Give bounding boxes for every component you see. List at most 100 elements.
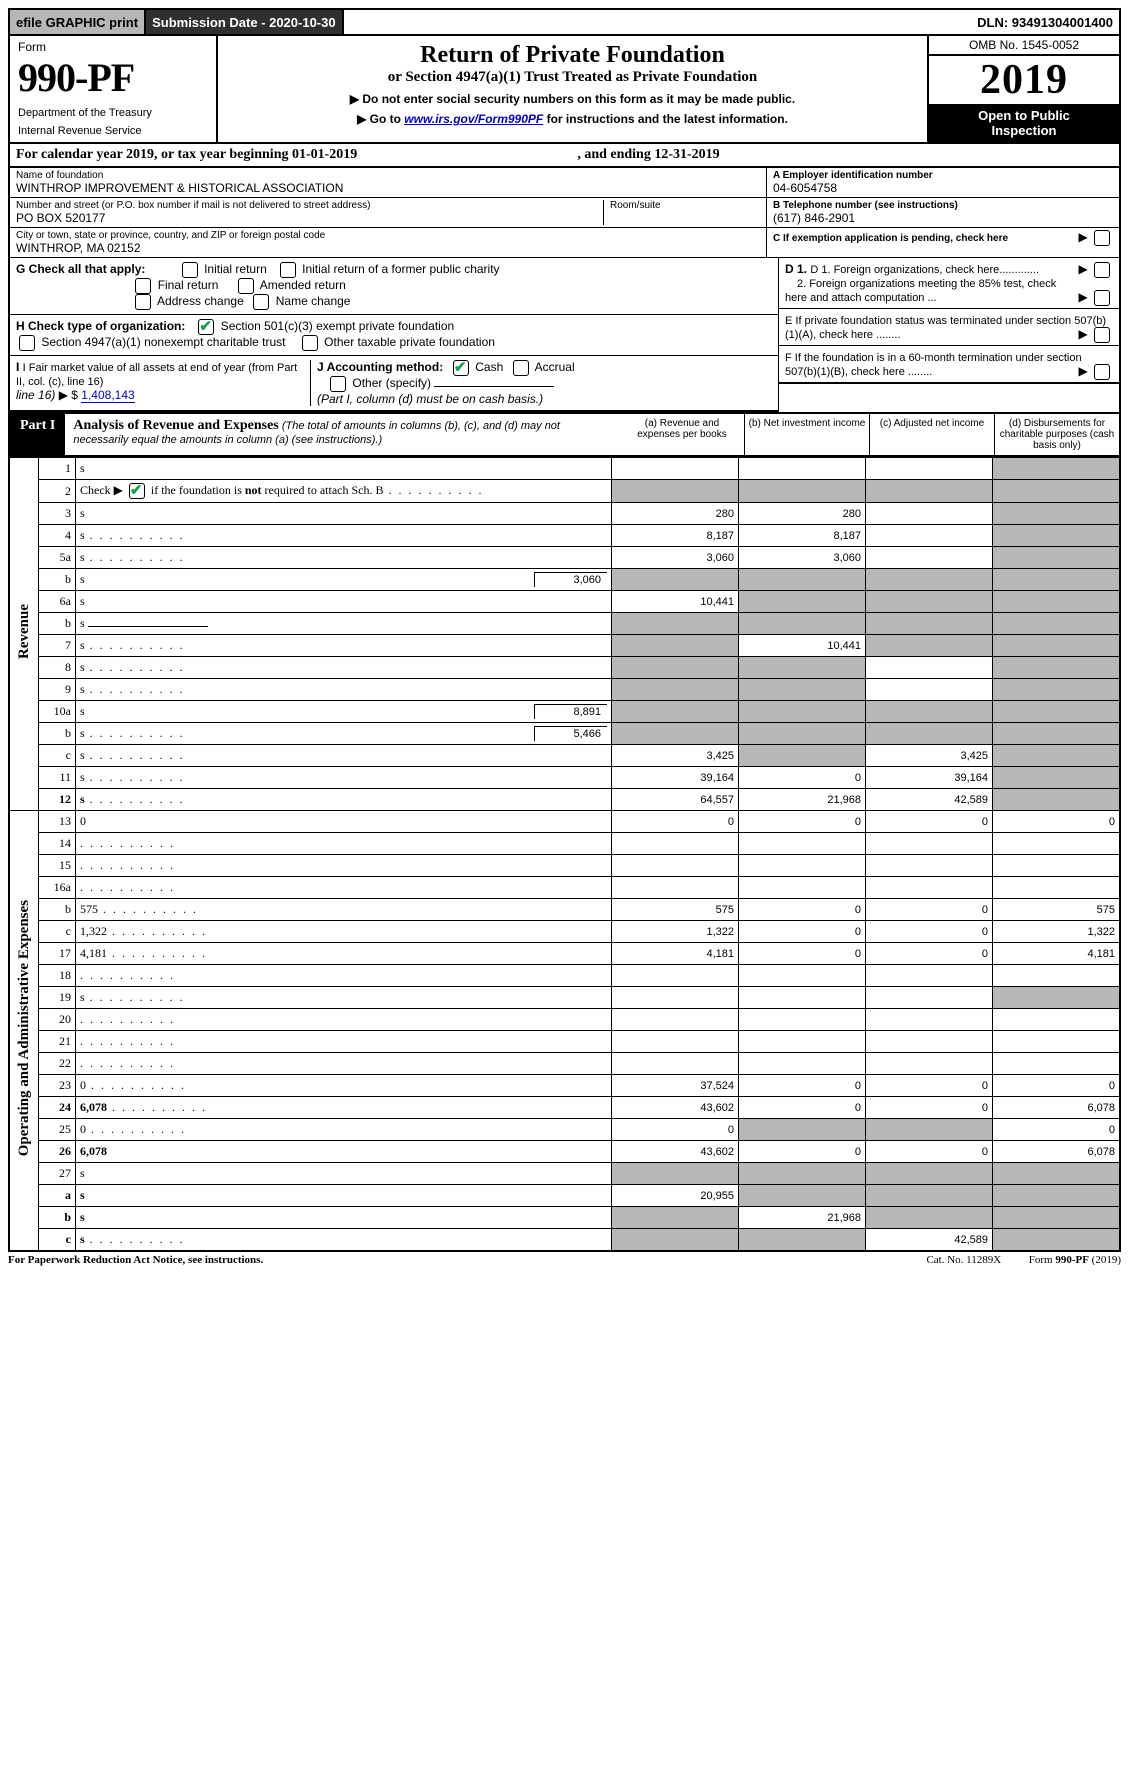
header-note2: ▶ Go to www.irs.gov/Form990PF for instru… xyxy=(228,112,917,126)
g-initial-former[interactable] xyxy=(280,262,296,278)
header-note1: ▶ Do not enter social security numbers o… xyxy=(228,92,917,106)
table-row: bs3,060 xyxy=(9,569,1120,591)
open-public: Open to Public Inspection xyxy=(929,104,1119,142)
h-row: H Check type of organization: Section 50… xyxy=(10,315,778,356)
c-checkbox[interactable]: ▶ xyxy=(1078,230,1113,246)
f-row: F If the foundation is in a 60-month ter… xyxy=(779,346,1119,384)
table-row: Revenue1s xyxy=(9,458,1120,480)
table-row: 11s39,164039,164 xyxy=(9,767,1120,789)
g-row: G Check all that apply: Initial return I… xyxy=(10,258,778,315)
footer-formref: Form 990-PF (2019) xyxy=(1029,1254,1121,1266)
col-d-head: (d) Disbursements for charitable purpose… xyxy=(994,414,1119,455)
cal-year-text: For calendar year 2019, or tax year begi… xyxy=(16,147,357,163)
part1-colheads: (a) Revenue and expenses per books (b) N… xyxy=(620,414,1119,455)
dept-treasury: Department of the Treasury xyxy=(18,107,208,119)
addr-label: Number and street (or P.O. box number if… xyxy=(16,200,603,211)
table-row: 266,07843,602006,078 xyxy=(9,1141,1120,1163)
omb-number: OMB No. 1545-0052 xyxy=(929,36,1119,56)
col-b-head: (b) Net investment income xyxy=(744,414,869,455)
e-row: E If private foundation status was termi… xyxy=(779,309,1119,346)
table-row: as20,955 xyxy=(9,1185,1120,1207)
table-row: 5as3,0603,060 xyxy=(9,547,1120,569)
footer-left: For Paperwork Reduction Act Notice, see … xyxy=(8,1254,263,1266)
g-address-change[interactable] xyxy=(135,294,151,310)
phone-label: B Telephone number (see instructions) xyxy=(773,200,1113,211)
city-label: City or town, state or province, country… xyxy=(16,230,760,241)
f-checkbox[interactable]: ▶ xyxy=(1078,364,1113,380)
table-row: 25000 xyxy=(9,1119,1120,1141)
ij-row: I I Fair market value of all assets at e… xyxy=(10,356,778,412)
g-final-return[interactable] xyxy=(135,278,151,294)
part1-tab: Part I xyxy=(10,414,65,455)
table-row: 21 xyxy=(9,1031,1120,1053)
table-row: 174,1814,181004,181 xyxy=(9,943,1120,965)
table-row: 18 xyxy=(9,965,1120,987)
form-word: Form xyxy=(18,40,208,54)
table-row: bs5,466 xyxy=(9,723,1120,745)
table-row: c1,3221,322001,322 xyxy=(9,921,1120,943)
ein-value: 04-6054758 xyxy=(773,181,1113,195)
table-row: 9s xyxy=(9,679,1120,701)
d1-checkbox[interactable]: ▶ xyxy=(1078,262,1113,278)
dln-label: DLN: 93491304001400 xyxy=(971,10,1119,34)
table-row: 246,07843,602006,078 xyxy=(9,1097,1120,1119)
form-header: Form 990-PF Department of the Treasury I… xyxy=(8,36,1121,144)
form-number: 990-PF xyxy=(18,54,208,101)
d2-checkbox[interactable]: ▶ xyxy=(1078,290,1113,306)
section-label: Operating and Administrative Expenses xyxy=(9,811,39,1252)
table-row: 23037,524000 xyxy=(9,1075,1120,1097)
table-row: 20 xyxy=(9,1009,1120,1031)
g-amended[interactable] xyxy=(238,278,254,294)
form-title: Return of Private Foundation xyxy=(228,42,917,69)
id-block: Name of foundation WINTHROP IMPROVEMENT … xyxy=(8,168,1121,258)
h-other-taxable[interactable] xyxy=(302,335,318,351)
table-row: 8s xyxy=(9,657,1120,679)
irs-label: Internal Revenue Service xyxy=(18,125,208,137)
cal-year-ending: , and ending 12-31-2019 xyxy=(577,147,719,163)
i-fmv-value: 1,408,143 xyxy=(81,388,134,403)
form-subtitle: or Section 4947(a)(1) Trust Treated as P… xyxy=(228,69,917,86)
col-a-head: (a) Revenue and expenses per books xyxy=(620,414,744,455)
table-row: 12s64,55721,96842,589 xyxy=(9,789,1120,811)
table-row: b57557500575 xyxy=(9,899,1120,921)
table-row: 2Check ▶ if the foundation is not requir… xyxy=(9,480,1120,503)
j-accrual[interactable] xyxy=(513,360,529,376)
table-row: 3s280280 xyxy=(9,503,1120,525)
table-row: 10as8,891 xyxy=(9,701,1120,723)
footer-catno: Cat. No. 11289X xyxy=(926,1254,1001,1266)
table-row: 19s xyxy=(9,987,1120,1009)
irs-link[interactable]: www.irs.gov/Form990PF xyxy=(404,112,543,126)
header-right: OMB No. 1545-0052 2019 Open to Public In… xyxy=(927,36,1119,142)
c-label: C If exemption application is pending, c… xyxy=(773,233,1008,244)
efile-label: efile GRAPHIC print xyxy=(10,10,146,34)
phone-value: (617) 846-2901 xyxy=(773,211,1113,225)
part1-desc: Analysis of Revenue and Expenses (The to… xyxy=(65,414,620,455)
part1-table: Revenue1s2Check ▶ if the foundation is n… xyxy=(8,457,1121,1252)
g-initial-return[interactable] xyxy=(182,262,198,278)
j-cash[interactable] xyxy=(453,360,469,376)
page-footer: For Paperwork Reduction Act Notice, see … xyxy=(8,1252,1121,1266)
table-row: 16a xyxy=(9,877,1120,899)
submission-date: Submission Date - 2020-10-30 xyxy=(146,10,344,34)
city-value: WINTHROP, MA 02152 xyxy=(16,241,760,255)
d-row: D 1. D 1. Foreign organizations, check h… xyxy=(779,258,1119,309)
table-row: 27s xyxy=(9,1163,1120,1185)
table-row: 7s10,441 xyxy=(9,635,1120,657)
j-other[interactable] xyxy=(330,376,346,392)
h-501c3[interactable] xyxy=(198,319,214,335)
table-row: 6as10,441 xyxy=(9,591,1120,613)
table-row: bs xyxy=(9,613,1120,635)
table-row: bs21,968 xyxy=(9,1207,1120,1229)
h-4947[interactable] xyxy=(19,335,35,351)
e-checkbox[interactable]: ▶ xyxy=(1078,327,1113,343)
checks-block: G Check all that apply: Initial return I… xyxy=(8,258,1121,412)
table-row: cs3,4253,425 xyxy=(9,745,1120,767)
tax-year: 2019 xyxy=(929,56,1119,104)
foundation-name: WINTHROP IMPROVEMENT & HISTORICAL ASSOCI… xyxy=(16,181,760,195)
name-label: Name of foundation xyxy=(16,170,760,181)
ein-label: A Employer identification number xyxy=(773,170,1113,181)
g-name-change[interactable] xyxy=(253,294,269,310)
section-label: Revenue xyxy=(9,458,39,811)
addr-value: PO BOX 520177 xyxy=(16,211,603,225)
part1-header: Part I Analysis of Revenue and Expenses … xyxy=(8,412,1121,457)
